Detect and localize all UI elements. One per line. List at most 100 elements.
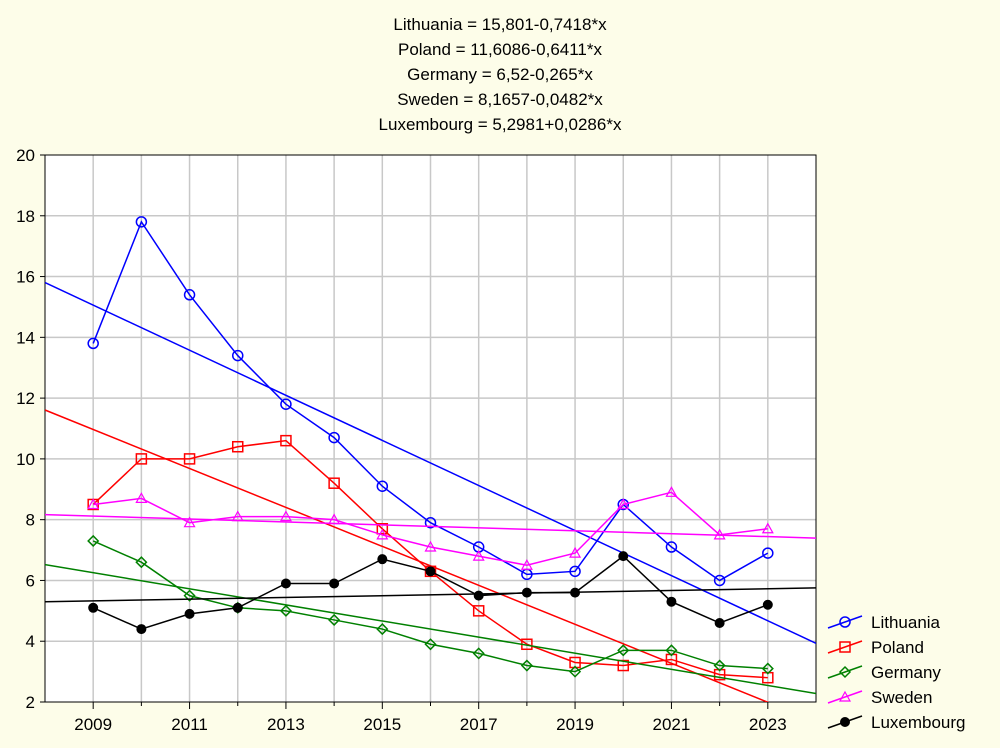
fit-line-lithuania <box>45 281 816 644</box>
legend-item-luxembourg: Luxembourg <box>827 713 966 732</box>
y-tick-label: 20 <box>16 146 35 165</box>
point-luxembourg <box>136 624 147 635</box>
point-luxembourg <box>618 551 629 562</box>
y-axis: 2 4 6 8 10 12 14 16 18 20 <box>16 146 45 712</box>
legend-label-sweden: Sweden <box>871 688 932 707</box>
x-tick-label: 2011 <box>171 715 208 734</box>
point-germany <box>713 659 726 672</box>
point-luxembourg <box>280 578 291 589</box>
point-sweden <box>569 546 582 558</box>
point-lithuania <box>87 337 99 350</box>
legend: Lithuania Poland Germany Sweden Luxembourg <box>827 613 966 732</box>
legend-line-lithuania <box>827 615 863 629</box>
point-germany <box>87 534 100 547</box>
point-lithuania <box>280 398 292 410</box>
x-axis: 2009 2011 2013 2015 2017 2019 2021 2023 <box>74 702 787 734</box>
x-tick-label: 2009 <box>74 715 112 734</box>
legend-label-germany: Germany <box>871 663 941 682</box>
point-luxembourg <box>88 602 99 613</box>
legend-line-poland <box>827 640 863 654</box>
point-luxembourg <box>762 599 773 610</box>
point-germany <box>328 613 341 627</box>
point-luxembourg <box>184 608 195 619</box>
point-sweden <box>520 559 533 570</box>
point-lithuania <box>665 541 678 553</box>
point-luxembourg <box>473 590 484 601</box>
point-lithuania <box>762 547 774 559</box>
point-luxembourg <box>714 617 725 628</box>
point-sweden <box>665 486 678 497</box>
point-luxembourg <box>570 587 581 598</box>
point-sweden <box>135 492 148 503</box>
y-tick-label: 16 <box>16 268 35 287</box>
legend-item-sweden: Sweden <box>827 688 932 707</box>
point-poland <box>232 440 244 453</box>
point-luxembourg <box>425 566 436 577</box>
point-germany <box>617 644 630 657</box>
legend-label-poland: Poland <box>871 638 924 657</box>
point-germany <box>761 662 774 675</box>
y-tick-label: 10 <box>16 450 35 469</box>
grid <box>45 155 816 702</box>
y-tick-label: 2 <box>26 693 35 712</box>
x-tick-label: 2021 <box>653 715 691 734</box>
series-luxembourg <box>45 551 816 635</box>
y-tick-label: 12 <box>16 389 35 408</box>
legend-line-germany <box>827 665 863 679</box>
y-tick-label: 14 <box>16 328 35 347</box>
point-sweden <box>424 540 437 552</box>
legend-item-germany: Germany <box>827 663 941 682</box>
point-luxembourg <box>521 587 532 598</box>
point-lithuania <box>183 289 196 301</box>
legend-marker-sweden <box>838 690 852 702</box>
legend-item-lithuania: Lithuania <box>827 613 941 632</box>
legend-marker-luxembourg <box>840 717 850 727</box>
point-lithuania <box>232 349 244 362</box>
fit-line-germany <box>45 563 816 695</box>
point-luxembourg <box>232 602 243 613</box>
point-germany <box>520 659 533 672</box>
series-sweden <box>45 486 816 570</box>
point-poland <box>135 453 148 465</box>
point-germany <box>569 665 582 678</box>
x-tick-label: 2019 <box>556 715 594 734</box>
point-poland <box>280 434 292 447</box>
legend-marker-poland <box>839 641 851 653</box>
point-lithuania <box>376 480 389 492</box>
point-luxembourg <box>377 554 388 565</box>
legend-line-sweden <box>827 690 863 704</box>
point-lithuania <box>713 574 726 587</box>
y-tick-label: 4 <box>26 632 35 651</box>
legend-label-lithuania: Lithuania <box>871 613 941 632</box>
point-sweden <box>231 510 244 522</box>
point-germany <box>424 638 437 651</box>
y-tick-label: 18 <box>16 207 35 226</box>
point-sweden <box>328 513 341 525</box>
point-germany <box>376 623 389 636</box>
point-poland <box>376 523 389 535</box>
point-sweden <box>87 498 100 510</box>
point-sweden <box>761 522 774 534</box>
point-lithuania <box>424 516 437 529</box>
title-line-poland: Poland = 11,6086-0,6411*x <box>397 40 602 59</box>
point-lithuania <box>569 565 581 578</box>
y-tick-label: 6 <box>26 571 35 590</box>
point-luxembourg <box>666 596 677 607</box>
point-sweden <box>279 510 292 522</box>
point-poland <box>183 453 196 465</box>
title-line-sweden: Sweden = 8,1657-0,0482*x <box>397 90 603 109</box>
data-line-germany <box>92 540 768 673</box>
title-line-germany: Germany = 6,52-0,265*x <box>407 65 593 84</box>
legend-marker-lithuania <box>839 616 851 628</box>
fit-line-sweden <box>45 513 816 539</box>
point-sweden <box>472 549 485 561</box>
legend-marker-germany <box>838 665 852 679</box>
point-poland <box>328 477 340 489</box>
point-sweden <box>713 528 726 540</box>
point-poland <box>472 605 485 617</box>
point-sweden <box>617 498 630 510</box>
point-germany <box>183 589 196 602</box>
point-germany <box>472 647 485 660</box>
x-tick-label: 2023 <box>749 715 787 734</box>
